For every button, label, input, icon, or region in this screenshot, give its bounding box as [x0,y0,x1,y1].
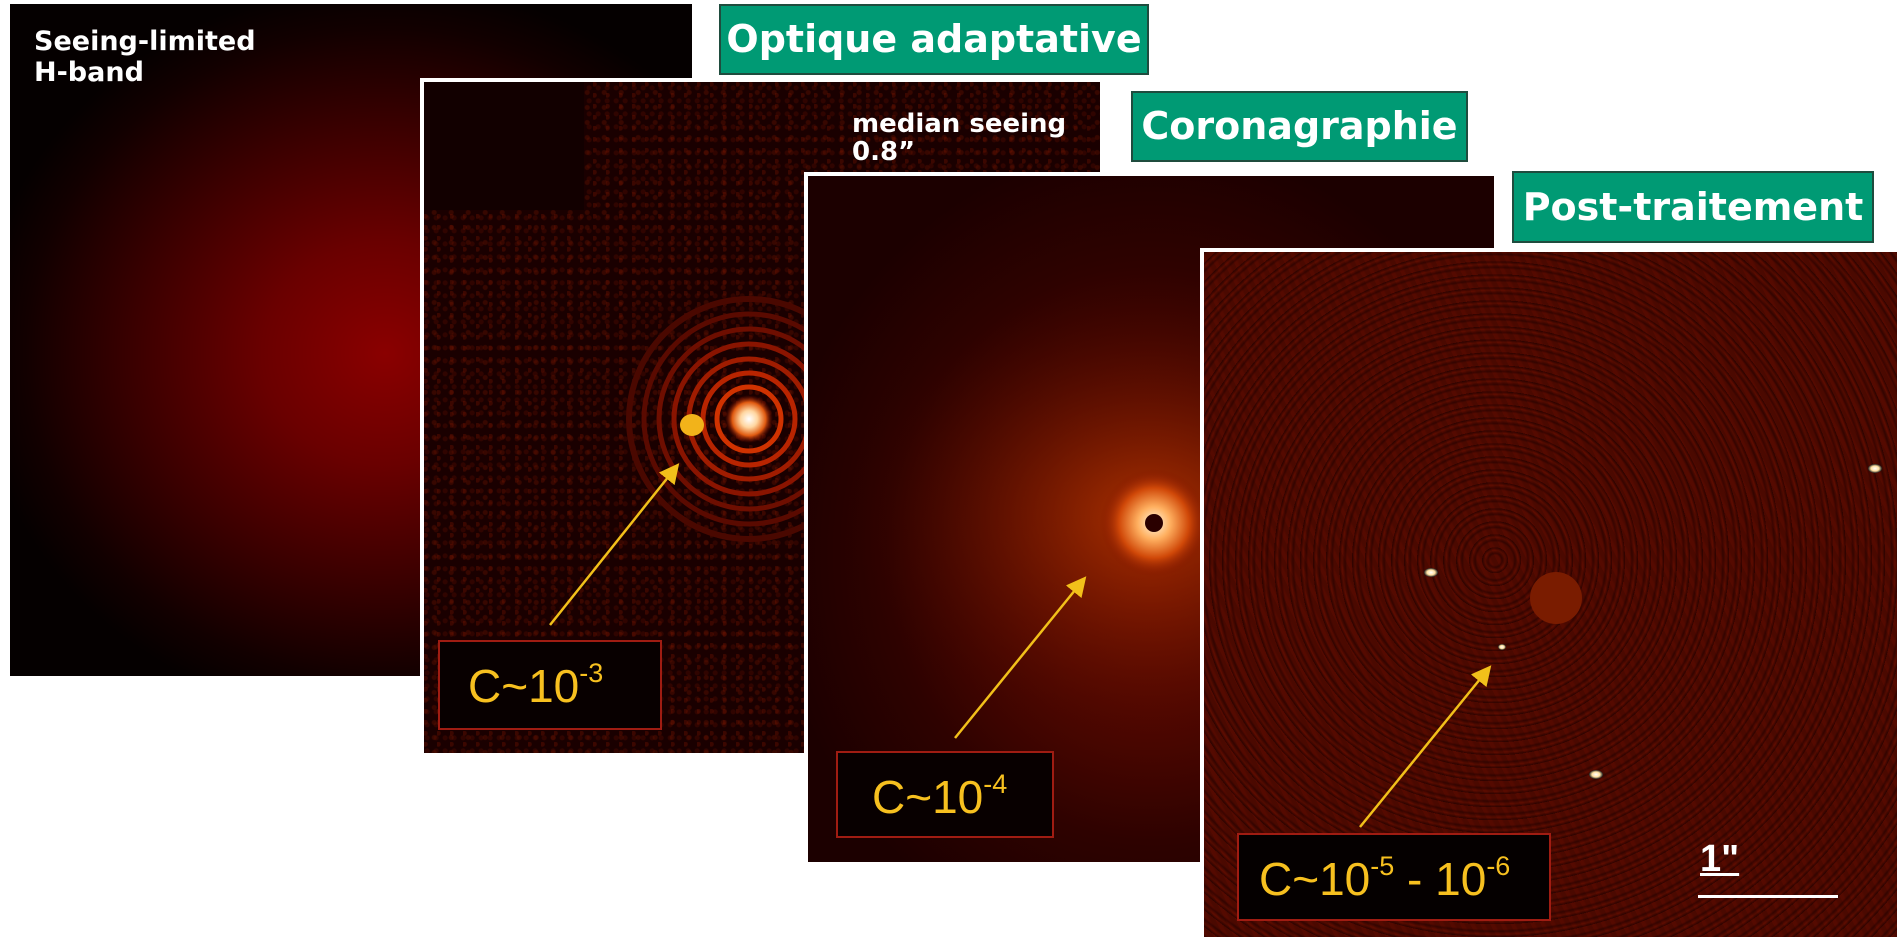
contrast-base-coro: C~10 [872,771,984,823]
contrast-exp-post-2: -6 [1486,851,1511,881]
tag-coronagraphy: Coronagraphie [1131,91,1468,162]
contrast-exp-ao: -3 [579,658,604,688]
median-seeing-label: median seeing 0.8” [852,110,1066,166]
median-seeing-line1: median seeing [852,109,1067,139]
seeing-limited-label: Seeing-limited H-band [34,26,256,88]
contrast-sep-post: - 10 [1394,853,1487,905]
tag-adaptive-optics: Optique adaptative [719,4,1149,75]
seeing-limited-label-line2: H-band [34,57,144,88]
contrast-base-ao: C~10 [468,660,580,712]
median-seeing-line2: 0.8” [852,137,916,167]
speck-4 [1498,644,1506,650]
seeing-limited-label-line1: Seeing-limited [34,26,256,57]
post-processing-image [1200,248,1897,937]
contrast-exp-post-1: -5 [1370,851,1395,881]
contrast-box-coronagraphy: C~10-4 [836,751,1054,838]
contrast-box-post-processing: C~10-5 - 10-6 [1237,833,1551,921]
coronagraph-mask [1530,572,1582,624]
speck-2 [1589,770,1603,779]
contrast-base-post: C~10 [1259,853,1371,905]
scale-bar [1698,895,1838,898]
dark-region [424,82,584,210]
speck-1 [1424,568,1438,577]
speck-3 [1868,464,1882,473]
contrast-exp-coro: -4 [983,769,1008,799]
scale-bar-label: 1" [1700,838,1740,880]
tag-post-processing: Post-traitement [1512,171,1874,243]
contrast-box-ao: C~10-3 [438,640,662,730]
